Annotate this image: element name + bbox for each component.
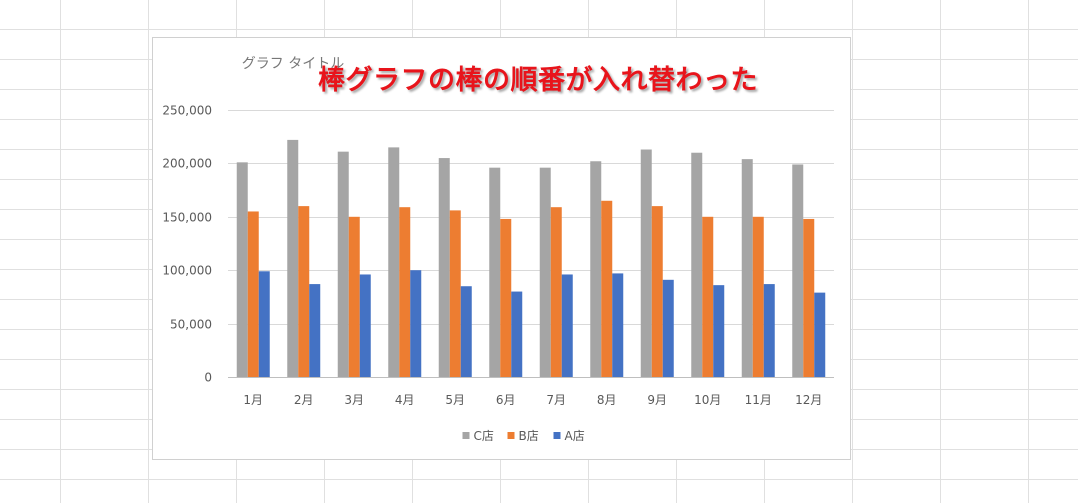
bar-A店-5月[interactable]: [460, 286, 472, 377]
bar-C店-6月[interactable]: [489, 167, 501, 377]
bar-A店-1月[interactable]: [258, 271, 270, 377]
y-tick-label: 100,000: [162, 264, 212, 278]
x-tick-label: 6月: [496, 393, 516, 407]
bar-A店-6月[interactable]: [511, 291, 523, 377]
bar-B店-4月[interactable]: [399, 207, 411, 377]
y-tick-label: 0: [204, 371, 212, 385]
bar-A店-2月[interactable]: [309, 284, 321, 377]
legend-label-B店: B店: [519, 429, 539, 443]
bar-A店-8月[interactable]: [612, 273, 624, 377]
y-tick-label: 200,000: [162, 157, 212, 171]
bar-B店-11月[interactable]: [752, 216, 764, 377]
gridlines: [228, 110, 834, 378]
bar-A店-4月[interactable]: [410, 270, 422, 377]
legend-label-C店: C店: [474, 429, 494, 443]
x-tick-label: 7月: [546, 393, 566, 407]
bar-C店-11月[interactable]: [741, 159, 753, 377]
bar-A店-7月[interactable]: [561, 274, 573, 377]
y-tick-label: 50,000: [170, 318, 212, 332]
y-tick-label: 150,000: [162, 211, 212, 225]
x-tick-label: 4月: [395, 393, 415, 407]
bar-C店-8月[interactable]: [590, 161, 602, 377]
bar-B店-6月[interactable]: [500, 218, 512, 377]
legend-label-A店: A店: [565, 429, 585, 443]
bar-A店-10月[interactable]: [713, 285, 725, 377]
bar-B店-7月[interactable]: [550, 207, 562, 377]
x-tick-label: 2月: [294, 393, 314, 407]
bar-A店-11月[interactable]: [763, 284, 775, 377]
bar-A店-9月[interactable]: [662, 279, 674, 377]
annotation-text: 棒グラフの棒の順番が入れ替わった: [318, 65, 758, 96]
bar-B店-8月[interactable]: [601, 200, 613, 377]
x-tick-label: 3月: [344, 393, 364, 407]
bar-C店-1月[interactable]: [236, 162, 248, 377]
bar-C店-10月[interactable]: [691, 152, 703, 377]
bar-C店-9月[interactable]: [640, 149, 652, 377]
y-tick-label: 250,000: [162, 104, 212, 118]
legend-swatch-B店: [507, 432, 515, 439]
bar-B店-10月[interactable]: [702, 216, 714, 377]
bar-chart[interactable]: グラフ タイトル 0 50,000 100,000 150,000 200,000 250…: [153, 38, 852, 461]
chart-title[interactable]: グラフ タイトル: [242, 56, 344, 72]
legend-swatch-C店: [462, 432, 470, 439]
axes: 0 50,000 100,000 150,000 200,000 250,000 1月 2月 3…: [162, 104, 822, 408]
bar-C店-2月[interactable]: [287, 139, 299, 377]
bar-C店-3月[interactable]: [337, 151, 349, 377]
bar-B店-2月[interactable]: [298, 206, 310, 377]
bar-B店-5月[interactable]: [449, 210, 461, 377]
plot-area: [236, 139, 826, 377]
x-tick-label: 1月: [243, 393, 263, 407]
x-tick-label: 9月: [647, 393, 667, 407]
chart-area[interactable]: グラフ タイトル 0 50,000 100,000 150,000 200,000 250…: [152, 37, 851, 460]
bar-C店-7月[interactable]: [539, 167, 551, 377]
bar-C店-4月[interactable]: [388, 147, 400, 377]
bar-A店-12月[interactable]: [814, 292, 826, 377]
x-tick-label: 12月: [795, 393, 822, 407]
x-tick-label: 10月: [694, 393, 721, 407]
legend-swatch-A店: [553, 432, 561, 439]
bar-B店-9月[interactable]: [651, 206, 663, 377]
bar-A店-3月[interactable]: [359, 274, 371, 377]
legend[interactable]: C店 B店 A店: [462, 429, 585, 443]
bar-B店-3月[interactable]: [348, 216, 360, 377]
bar-C店-5月[interactable]: [438, 158, 450, 377]
x-tick-label: 11月: [745, 393, 772, 407]
bar-C店-12月[interactable]: [792, 164, 804, 377]
bar-B店-1月[interactable]: [247, 211, 259, 377]
bar-B店-12月[interactable]: [803, 218, 815, 377]
x-tick-label: 5月: [445, 393, 465, 407]
x-tick-label: 8月: [597, 393, 617, 407]
